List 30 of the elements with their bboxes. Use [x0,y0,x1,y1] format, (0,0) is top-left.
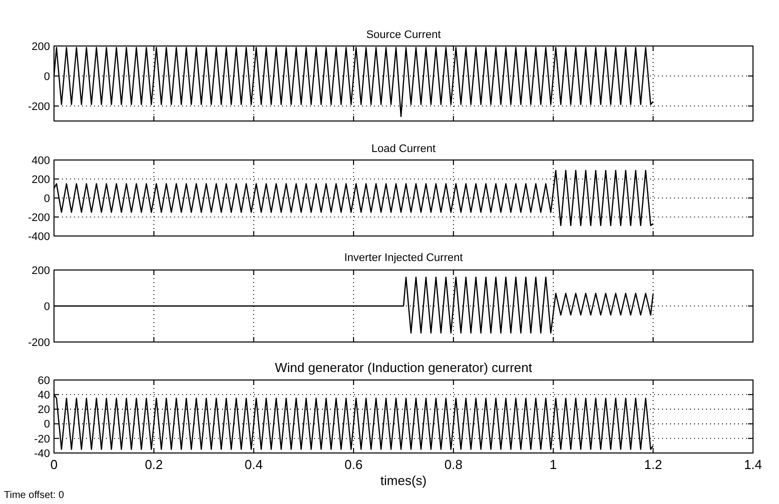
chart-title: Inverter Injected Current [344,252,463,264]
y-tick-label: 200 [32,40,50,53]
y-tick-label: -200 [28,336,50,349]
y-tick-label: 0 [44,300,50,313]
y-tick-label: -40 [34,448,50,460]
y-tick-label: -20 [34,433,50,446]
y-tick-label: 60 [38,374,50,387]
chart-title: Wind generator (Induction generator) current [274,360,533,375]
y-tick-label: 40 [38,389,50,402]
y-tick-label: 0 [44,70,50,83]
y-tick-label: 400 [32,154,50,167]
y-tick-label: 20 [38,404,50,416]
y-tick-label: 200 [32,174,50,186]
y-tick-label: -400 [28,230,50,243]
x-tick-label: 1 [550,457,557,472]
x-tick-label: 0.8 [444,457,462,472]
chart-title: Source Current [366,29,441,41]
x-tick-label: 1.2 [644,457,662,472]
y-tick-label: 200 [32,264,50,277]
y-tick-label: -200 [28,100,50,113]
y-tick-label: -200 [28,212,50,224]
y-tick-label: 0 [44,192,50,205]
x-tick-label: 0.6 [344,457,363,472]
y-tick-label: 0 [44,418,50,431]
x-tick-label: 0.4 [244,457,263,472]
chart-title: Load Current [371,143,436,155]
x-tick-label: 1.4 [744,457,762,472]
x-axis-title: times(s) [380,473,427,488]
text: Time offset: 0 [4,490,64,501]
x-tick-label: 0.2 [144,457,163,472]
